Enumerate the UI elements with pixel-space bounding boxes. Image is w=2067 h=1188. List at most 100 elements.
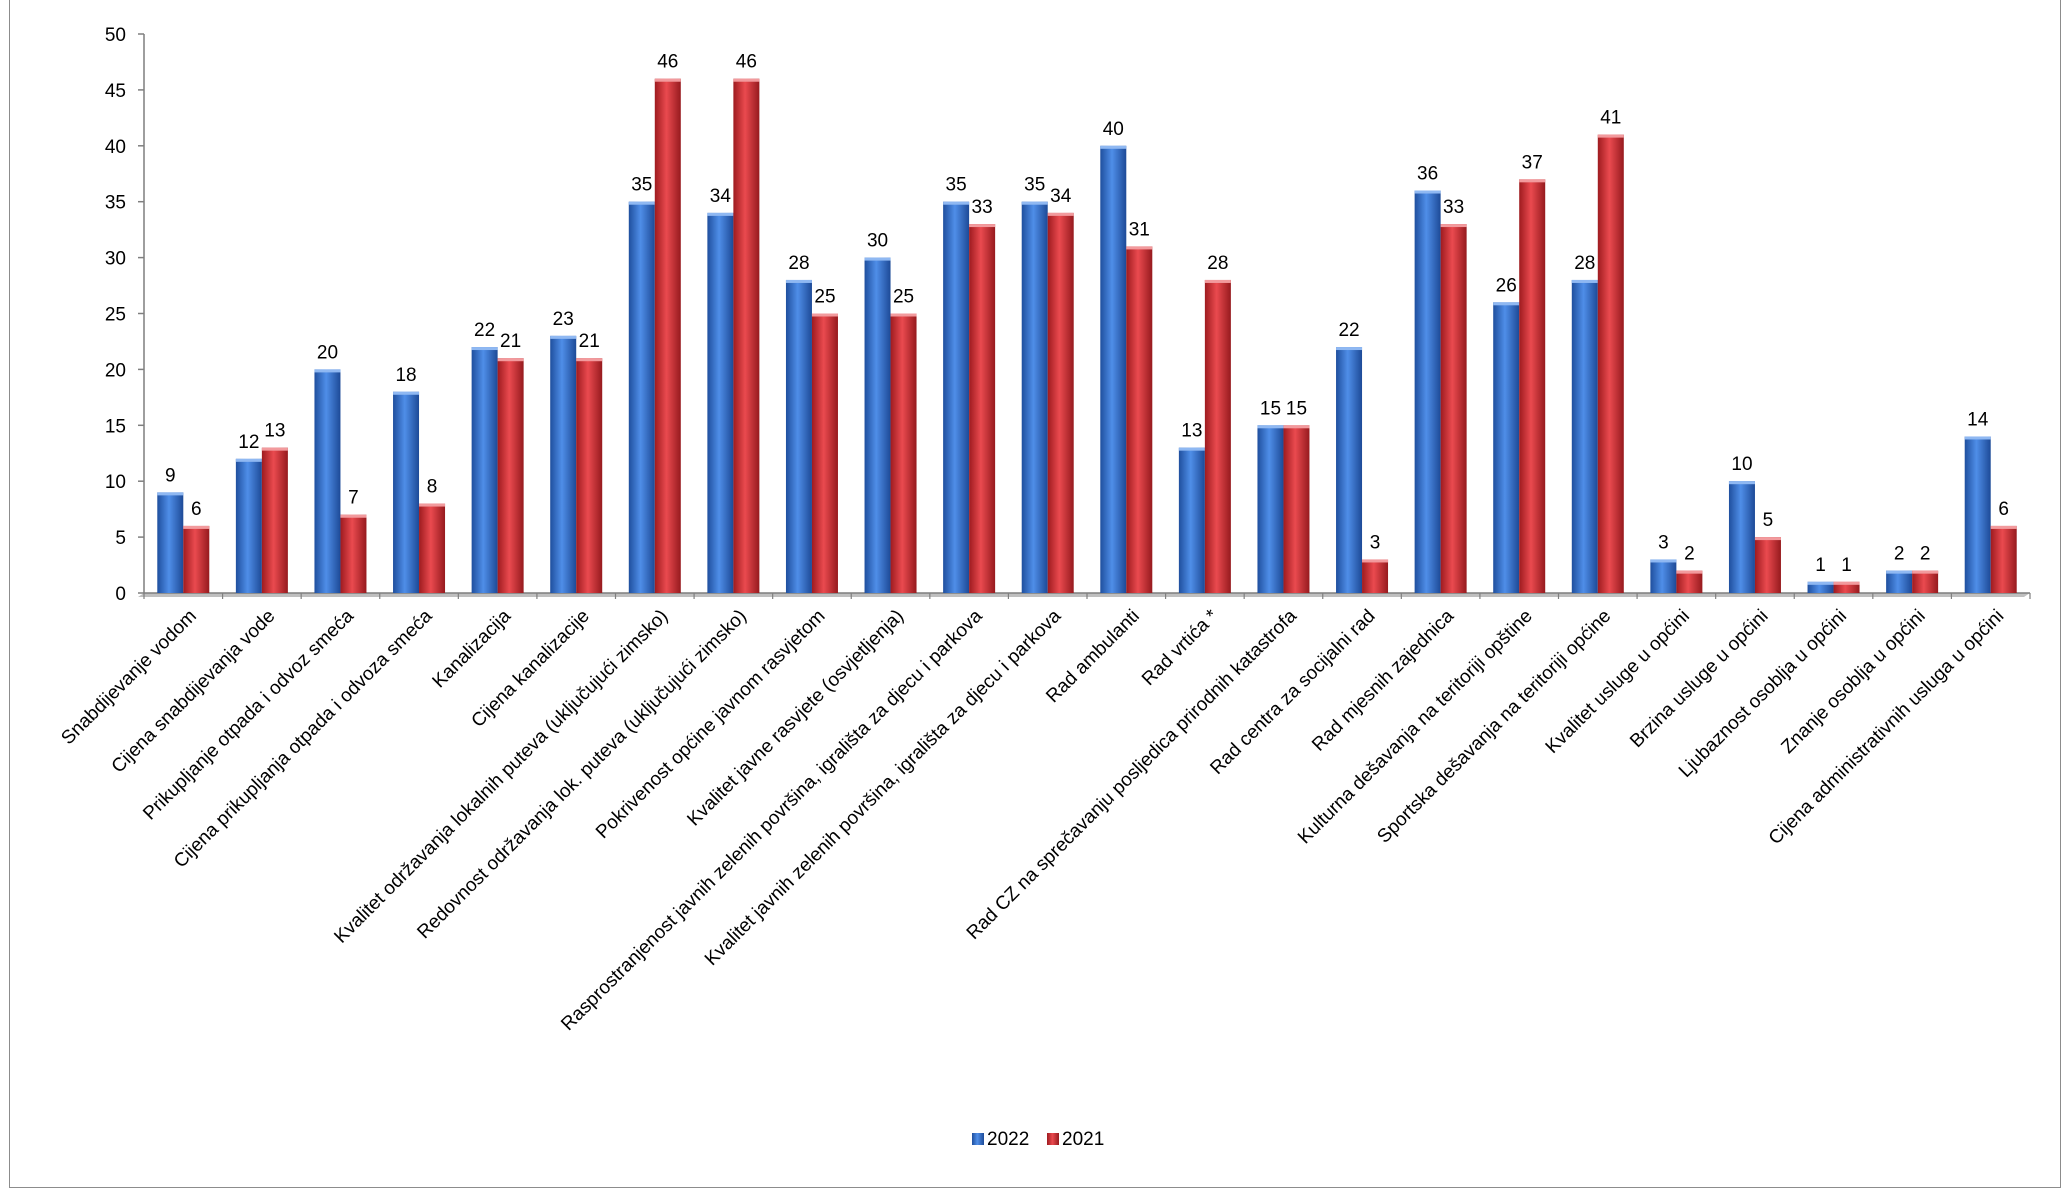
category-label: Rad centra za socijalni rad	[1206, 606, 1379, 779]
data-label: 2	[1920, 544, 1931, 565]
bar-cap	[785, 279, 812, 283]
bar-body	[1912, 570, 1939, 593]
bar-cap	[890, 313, 917, 317]
legend-swatch	[972, 1133, 984, 1145]
bar-cap	[864, 257, 891, 261]
data-label: 3	[1370, 532, 1381, 553]
bar-2022-21	[1807, 581, 1834, 593]
y-tick-label: 10	[105, 472, 126, 493]
bar-body	[1519, 179, 1546, 593]
bar-body	[1650, 559, 1677, 593]
bar-body	[1100, 145, 1127, 594]
y-tick-label: 50	[105, 25, 126, 46]
bar-2021-13	[1204, 279, 1231, 593]
bar-cap	[1283, 425, 1310, 429]
bar-body	[393, 391, 420, 593]
bar-body	[1047, 212, 1074, 593]
category-label: Rad mjesnih zajednica	[1308, 605, 1458, 755]
data-label: 2	[1894, 544, 1905, 565]
bar-cap	[261, 447, 288, 451]
bar-2022-9	[864, 257, 891, 593]
bar-body	[890, 313, 917, 593]
bar-2022-20	[1728, 481, 1755, 593]
data-label: 28	[788, 253, 809, 274]
data-label: 21	[579, 331, 600, 352]
bar-cap	[576, 358, 603, 362]
bar-2021-22	[1912, 570, 1939, 593]
bar-body	[811, 313, 838, 593]
legend-swatch	[1047, 1133, 1059, 1145]
bar-2022-3	[393, 391, 420, 593]
y-tick-label: 45	[105, 81, 126, 102]
bar-body	[1754, 537, 1781, 593]
y-tick-label: 0	[115, 584, 126, 605]
category-label: Ljubaznost osoblja u općini	[1675, 606, 1851, 782]
bar-2022-23	[1964, 436, 1991, 593]
bar-2021-23	[1990, 525, 2017, 593]
bar-2022-11	[1021, 201, 1048, 593]
bar-cap	[1597, 134, 1624, 138]
bar-cap	[1414, 190, 1441, 194]
bar-cap	[733, 78, 760, 82]
bar-cap	[314, 369, 341, 373]
bar-body	[1362, 559, 1389, 593]
bar-2022-19	[1650, 559, 1677, 593]
legend-item-2021: 2021	[1047, 1129, 1104, 1150]
bar-2021-7	[733, 78, 760, 594]
bar-2021-11	[1047, 212, 1074, 593]
bar-2022-12	[1100, 145, 1127, 594]
bar-cap	[1021, 201, 1048, 205]
bar-2022-6	[628, 201, 655, 593]
bar-cap	[419, 503, 446, 507]
bar-cap	[1964, 436, 1991, 440]
data-label: 8	[427, 477, 438, 498]
bar-body	[471, 347, 498, 593]
data-label: 36	[1417, 164, 1438, 185]
bar-cap	[183, 525, 210, 529]
bar-cap	[707, 212, 734, 216]
bar-2021-16	[1440, 224, 1467, 593]
bar-body	[1283, 425, 1310, 593]
data-label: 25	[893, 287, 914, 308]
chart-legend: 2022 2021	[972, 1129, 1104, 1150]
data-label: 34	[710, 186, 732, 207]
data-label: 28	[1207, 253, 1228, 274]
y-tick-label: 20	[105, 360, 126, 381]
legend-item-2022: 2022	[972, 1129, 1029, 1150]
bar-body	[314, 369, 341, 593]
legend-label: 2022	[987, 1129, 1029, 1150]
category-label: Rad vrtića *	[1138, 605, 1223, 690]
bar-body	[1886, 570, 1913, 593]
data-label: 37	[1522, 152, 1543, 173]
data-label: 23	[553, 309, 574, 330]
bar-2022-10	[943, 201, 970, 593]
bar-cap	[1519, 179, 1546, 183]
y-tick-label: 15	[105, 416, 126, 437]
bar-body	[943, 201, 970, 593]
bar-2021-21	[1833, 581, 1860, 593]
bar-body	[1597, 134, 1624, 593]
bar-2022-16	[1414, 190, 1441, 593]
bar-body	[261, 447, 288, 593]
chart-bars	[157, 78, 2017, 594]
bar-2022-1	[235, 458, 262, 593]
bar-body	[1728, 481, 1755, 593]
data-label: 13	[264, 421, 285, 442]
y-tick-label: 35	[105, 193, 126, 214]
data-label: 21	[500, 331, 521, 352]
data-label: 20	[317, 342, 338, 363]
data-label: 6	[191, 499, 202, 520]
data-label: 33	[1443, 197, 1464, 218]
bar-2021-1	[261, 447, 288, 593]
bar-body	[1833, 581, 1860, 593]
data-label: 30	[867, 231, 888, 252]
bar-2021-14	[1283, 425, 1310, 593]
bar-cap	[969, 224, 996, 228]
bar-cap	[1126, 246, 1153, 250]
legend-label: 2021	[1062, 1129, 1104, 1150]
bar-body	[1440, 224, 1467, 593]
bar-body	[419, 503, 446, 593]
bar-2021-6	[654, 78, 681, 594]
bar-2021-3	[419, 503, 446, 593]
